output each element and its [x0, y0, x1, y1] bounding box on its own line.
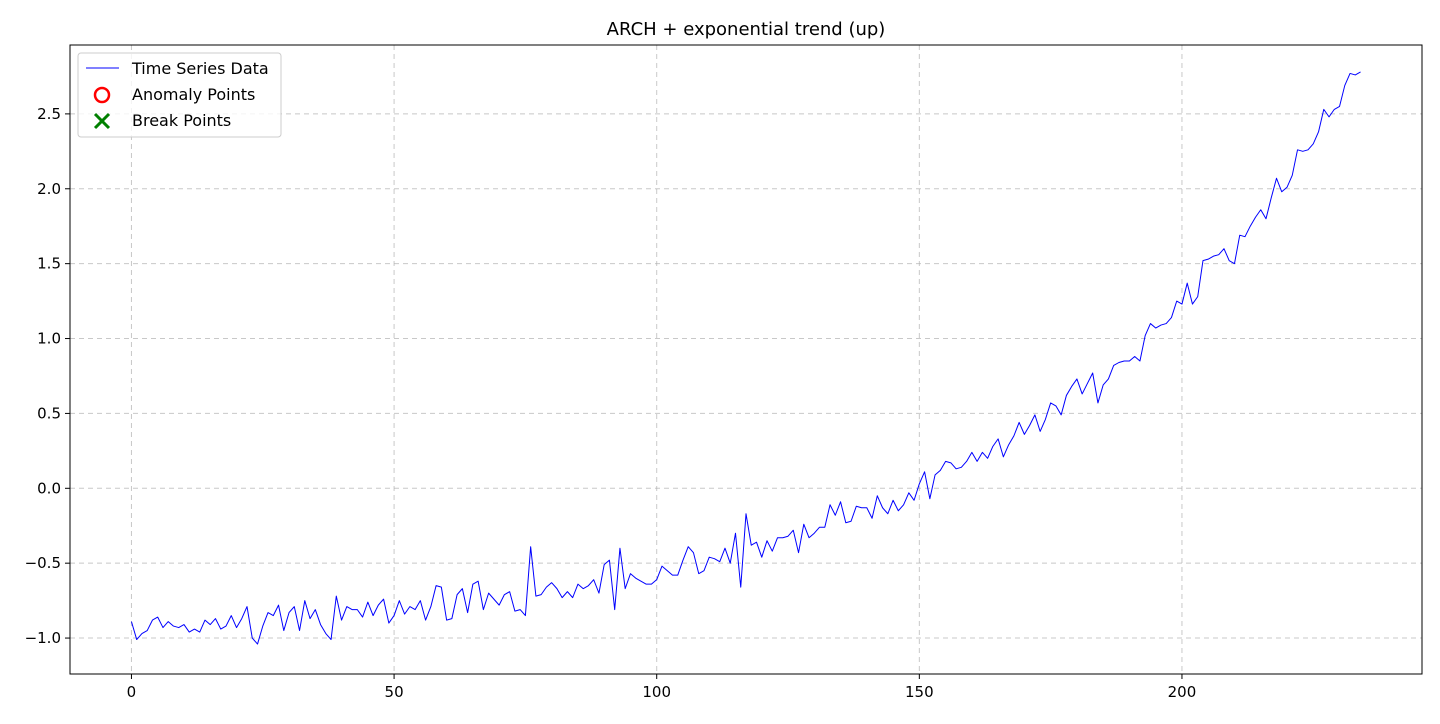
- y-tick-label: 1.0: [37, 330, 61, 348]
- legend-x-swatch: [93, 112, 111, 130]
- legend-label-anomaly: Anomaly Points: [132, 85, 255, 104]
- x-tick-label: 150: [905, 683, 934, 701]
- x-tick-label: 200: [1168, 683, 1197, 701]
- series-line-time-series-data: [130, 71, 1361, 645]
- grid-lines: [70, 45, 1422, 674]
- series-layer: [130, 71, 1361, 645]
- y-tick-label: 0.5: [37, 404, 61, 422]
- plot-frame: [69, 44, 1423, 675]
- y-tick-label: −0.5: [25, 554, 61, 572]
- legend-box: [77, 52, 282, 138]
- y-tick-label: 2.5: [37, 105, 61, 123]
- y-tick-label: 2.0: [37, 180, 61, 198]
- x-tick-label: 50: [385, 683, 404, 701]
- y-tick-label: 1.5: [37, 255, 61, 273]
- legend-label-break: Break Points: [132, 111, 231, 130]
- chart-title: ARCH + exponential trend (up): [607, 19, 886, 40]
- y-tick-label: −1.0: [25, 629, 61, 647]
- y-tick-label: 0.0: [37, 479, 61, 497]
- legend-label-series: Time Series Data: [131, 59, 269, 78]
- y-axis: −1.0 −0.5 0.0 0.5 1.0 1.5 2.0 2.5: [25, 105, 70, 647]
- legend: Time Series Data Anomaly Points Break Po…: [77, 52, 282, 138]
- legend-circle-swatch: [93, 86, 111, 104]
- x-axis: 0 50 100 150 200: [127, 674, 1197, 701]
- x-tick-label: 0: [127, 683, 137, 701]
- x-tick-label: 100: [642, 683, 671, 701]
